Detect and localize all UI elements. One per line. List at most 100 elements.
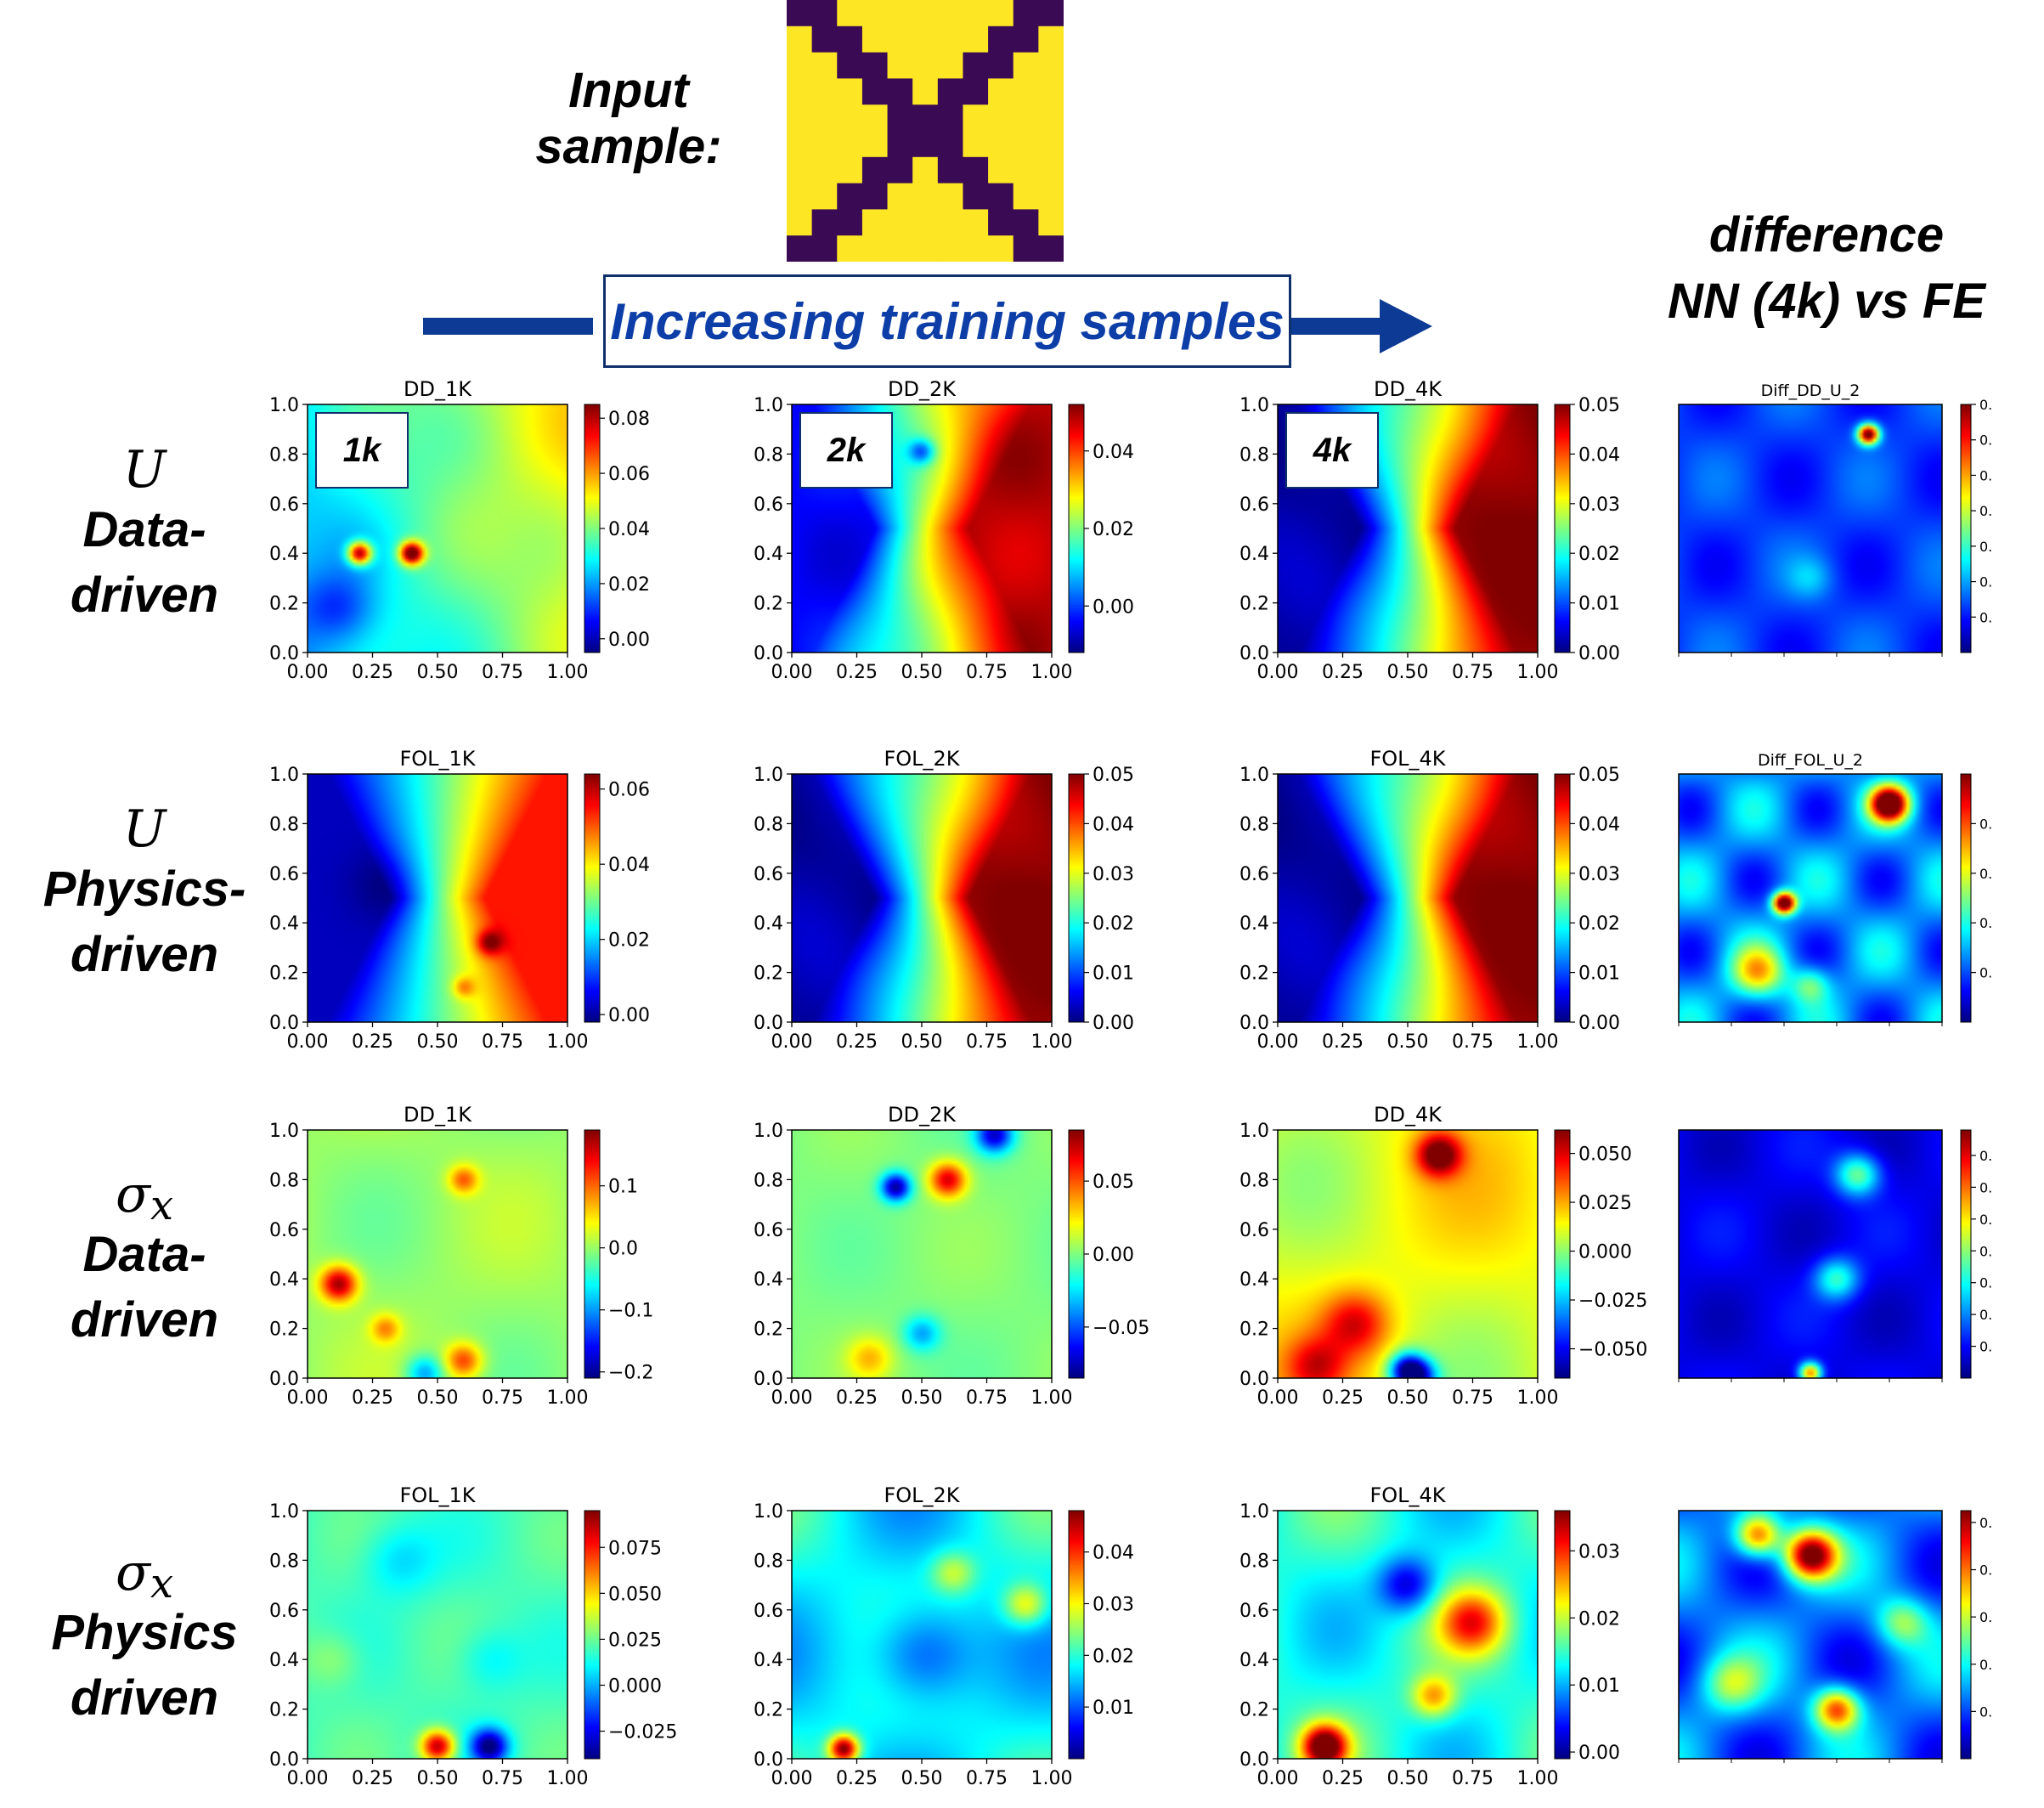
input-sample-cell <box>861 235 889 262</box>
y-tick-label: 0.6 <box>1239 1220 1269 1241</box>
x-tick-label: 0.25 <box>352 1031 393 1053</box>
heatmap-image <box>1679 1511 1942 1759</box>
colorbar <box>584 1130 600 1378</box>
colorbar <box>1961 1511 1971 1759</box>
input-sample-cell <box>988 156 1014 184</box>
colorbar-tick-label: 0.00 <box>608 1005 650 1026</box>
x-tick-label: 0.25 <box>352 1387 393 1409</box>
input-sample-cell <box>887 78 913 105</box>
colorbar-tick-label: −0.050 <box>1578 1340 1647 1361</box>
y-tick-label: 1.0 <box>1239 765 1269 786</box>
input-sample-cell <box>1038 52 1064 79</box>
input-sample-cell <box>937 209 964 236</box>
y-tick-label: 0.2 <box>754 1319 783 1341</box>
input-sample-cell <box>811 209 838 236</box>
row-label-sigma-physics-driven: σx Physics driven <box>42 1545 246 1731</box>
input-sample-cell <box>912 52 939 79</box>
y-tick-label: 1.0 <box>1239 1501 1269 1523</box>
input-sample-cell <box>937 0 964 27</box>
colorbar <box>1555 774 1570 1022</box>
colorbar-tick-label: −0.2 <box>608 1363 653 1384</box>
y-tick-label: 0.2 <box>269 594 299 615</box>
arrow-head <box>1290 299 1432 353</box>
plot-frame <box>1678 404 1943 653</box>
y-tick-label: 0.0 <box>269 1749 299 1771</box>
input-sample-cell <box>861 78 889 105</box>
input-sample-cell <box>912 235 939 262</box>
x-tick-label: 0.25 <box>1322 1768 1364 1789</box>
input-sample-cell <box>887 235 913 262</box>
colorbar-tick-label: 0.01 <box>1093 1698 1134 1719</box>
input-sample-cell <box>787 209 813 236</box>
colorbar-tick-label: 0.01 <box>1093 963 1134 985</box>
colorbar-tick-label: 0.04 <box>1093 1543 1134 1564</box>
input-sample-cell <box>1013 131 1039 158</box>
input-sample-cell <box>988 52 1014 79</box>
colorbar-tick-label: 0.02 <box>1578 1608 1620 1630</box>
input-sample-cell <box>1038 156 1064 184</box>
row-label-line2: driven <box>70 1670 219 1726</box>
input-sample-cell <box>912 78 939 105</box>
input-sample-cell <box>1013 25 1039 54</box>
input-sample-cell <box>861 0 889 27</box>
input-sample-cell <box>937 235 964 262</box>
colorbar-tick-label: 0.0175 <box>1979 397 1993 413</box>
x-tick-label: 0.25 <box>352 662 393 683</box>
colorbar-tick-label: 0.1 <box>608 1177 638 1198</box>
input-sample-cell <box>988 235 1014 262</box>
x-tick-label: 0.50 <box>1387 1387 1429 1409</box>
row-label-symbol: U <box>122 799 167 859</box>
input-sample-cell <box>811 156 838 184</box>
x-tick-label: 0.75 <box>1452 662 1493 683</box>
input-sample-cell <box>912 156 939 184</box>
panel-title: DD_2K <box>888 1103 957 1127</box>
panel-title: DD_2K <box>888 377 957 401</box>
colorbar <box>1961 404 1971 653</box>
colorbar-tick-label: 0.004 <box>1979 816 1993 832</box>
y-tick-label: 1.0 <box>269 765 299 786</box>
heatmap-panel: FOL_4K 0.00 0.25 0.50 0.75 1.00 0.0 0.2 0.4 0.6 0.… <box>1239 1483 1620 1789</box>
sample-count-badge: 2k <box>799 412 893 489</box>
input-sample-cell <box>1013 78 1039 105</box>
input-label: Input sample: <box>510 66 748 172</box>
input-sample-cell <box>861 183 889 210</box>
colorbar-tick-label: 0.05 <box>1093 765 1134 786</box>
input-sample-cell <box>887 52 913 79</box>
colorbar-tick-label: 0.02 <box>1578 913 1620 935</box>
colorbar-tick-label: 0.025 <box>1578 1193 1632 1214</box>
heatmap-image <box>792 1511 1052 1759</box>
input-sample-cell <box>963 52 989 79</box>
colorbar-frame <box>1960 404 1972 653</box>
colorbar <box>1555 404 1570 653</box>
input-sample-cell <box>861 209 889 236</box>
colorbar-tick-label: −0.025 <box>608 1722 677 1743</box>
input-sample-cell <box>837 25 863 54</box>
difference-title: difference NN (4k) vs FE <box>1640 211 2013 326</box>
y-tick-label: 0.0 <box>1239 643 1269 664</box>
y-tick-label: 0.6 <box>754 1220 783 1241</box>
y-tick-label: 1.0 <box>754 765 783 786</box>
x-tick-label: 1.00 <box>1517 1768 1559 1789</box>
colorbar-tick-label: 0.03 <box>1979 1275 1993 1291</box>
colorbar-tick-label: 0.0050 <box>1979 574 1993 590</box>
colorbar-tick-label: 0.002 <box>1979 915 1993 931</box>
input-sample-cell <box>988 0 1014 27</box>
y-tick-label: 1.0 <box>754 395 783 416</box>
input-sample-cell <box>937 78 964 105</box>
input-sample-cell <box>837 78 863 105</box>
y-tick-label: 1.0 <box>1239 395 1269 416</box>
y-tick-label: 0.8 <box>754 1170 783 1191</box>
x-tick-label: 0.50 <box>901 1031 943 1053</box>
y-tick-label: 0.8 <box>269 1170 299 1191</box>
row-label-line2: driven <box>70 1291 219 1348</box>
x-tick-label: 0.00 <box>287 1387 329 1409</box>
colorbar-tick-label: 0.0100 <box>1979 503 1993 519</box>
panel-title: FOL_2K <box>884 1483 960 1507</box>
x-tick-label: 0.00 <box>1257 1031 1299 1053</box>
y-tick-label: 0.0 <box>754 1369 783 1390</box>
x-tick-label: 0.50 <box>417 662 459 683</box>
sample-count-badge: 4k <box>1285 412 1379 489</box>
input-sample-cell <box>787 25 813 54</box>
x-tick-label: 0.00 <box>287 1768 329 1789</box>
